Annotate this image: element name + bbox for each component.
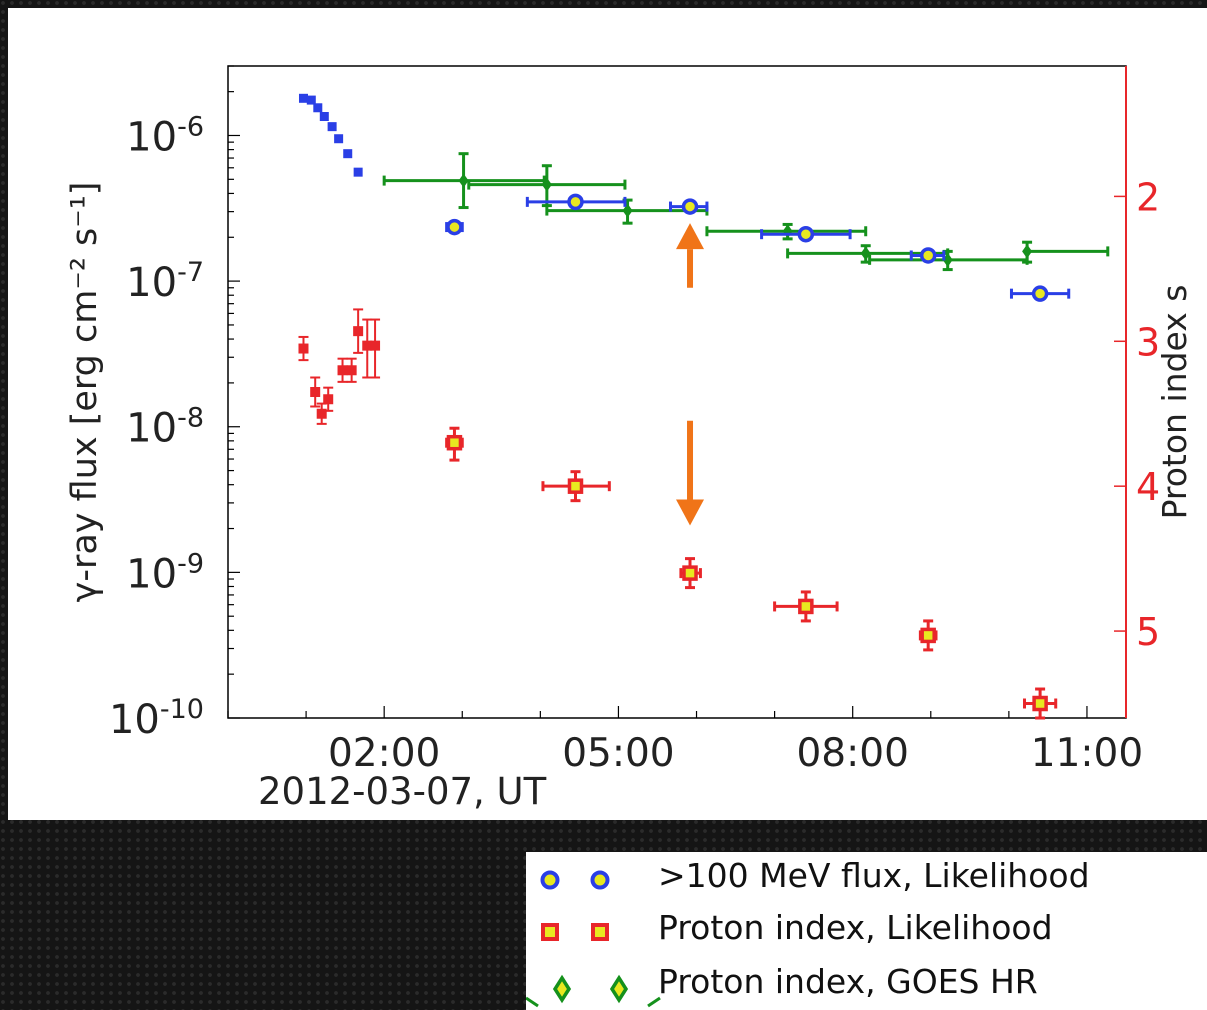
red-point — [316, 408, 327, 419]
chart: 10-6 10-7 10-8 10-9 10-10 02:00 05:00 08:00 11:0… — [65, 65, 1194, 813]
red-point — [346, 365, 357, 376]
legend-item-proton-goes: Proton index, GOES HR — [526, 962, 1207, 1008]
legend-symbol-proton-goes — [526, 974, 661, 1008]
blue-point — [306, 95, 316, 105]
chart-panel: 10-6 10-7 10-8 10-9 10-10 02:00 05:00 08:00 11:0… — [8, 8, 1207, 820]
red-point — [323, 394, 334, 405]
blue-point — [319, 112, 329, 122]
blue-circle-point — [1031, 285, 1049, 302]
blue-point — [353, 167, 363, 177]
x-tick-label: 08:00 — [796, 731, 908, 776]
y-tick-label: 10-9 — [126, 548, 204, 598]
y-tick-label: 10-7 — [126, 257, 204, 307]
y-right-tick-label: 2 — [1136, 175, 1160, 219]
arrow-up-head — [676, 223, 705, 250]
red-point — [353, 326, 364, 337]
x-tick-label: 02:00 — [328, 731, 440, 776]
red-square-point — [920, 627, 936, 644]
blue-point — [298, 93, 308, 103]
green-point — [1022, 244, 1033, 259]
legend-item-proton-likelihood: Proton index, Likelihood — [526, 908, 1207, 954]
red-point — [310, 387, 321, 397]
red-square-point — [798, 598, 814, 615]
y-right-tick-label: 4 — [1136, 465, 1160, 509]
blue-circle-point — [797, 225, 815, 243]
y-right-tick-label: 5 — [1136, 610, 1160, 654]
green-point — [622, 203, 633, 218]
plot-frame — [227, 65, 1127, 719]
blue-point — [343, 149, 353, 159]
y-right-axis-label: Proton index s — [1155, 285, 1194, 520]
blue-point — [313, 103, 323, 113]
red-point — [298, 343, 309, 354]
blue-circle-point — [567, 193, 584, 211]
blue-circle-point — [446, 218, 463, 236]
y-tick-label: 10-8 — [126, 402, 204, 452]
x-axis-label: 2012-03-07, UT — [258, 770, 547, 813]
red-square-point — [1032, 695, 1048, 712]
green-point — [458, 173, 469, 188]
blue-circle-point — [919, 247, 937, 264]
y-tick-label: 10-10 — [109, 694, 204, 744]
green-point — [782, 224, 793, 239]
red-square-point — [567, 478, 584, 494]
y-right-tick-label: 3 — [1136, 320, 1160, 364]
legend-item-flux: >100 MeV flux, Likelihood — [526, 856, 1207, 902]
x-tick-label: 05:00 — [562, 731, 674, 776]
blue-point — [327, 122, 337, 132]
red-point — [370, 340, 381, 351]
red-point — [337, 365, 348, 376]
x-tick-label: 11:00 — [1031, 731, 1143, 776]
y-axis-label: γ-ray flux [erg cm⁻² s⁻¹] — [65, 182, 105, 603]
blue-circle-point — [681, 198, 699, 215]
green-point — [541, 177, 552, 192]
arrow-down-head — [676, 499, 705, 526]
red-square-point — [682, 565, 698, 581]
y-tick-label: 10-6 — [126, 111, 204, 161]
legend-label-proton-likelihood: Proton index, Likelihood — [658, 908, 1053, 947]
legend-label-proton-goes: Proton index, GOES HR — [658, 962, 1038, 1001]
legend-label-flux: >100 MeV flux, Likelihood — [658, 856, 1090, 895]
red-square-point — [446, 434, 463, 451]
legend-symbol-flux — [540, 870, 610, 890]
legend-symbol-proton-likelihood — [541, 923, 609, 941]
blue-point — [334, 134, 344, 144]
chart-legend: >100 MeV flux, Likelihood Proton index, … — [526, 852, 1207, 1010]
red-point — [362, 340, 373, 351]
